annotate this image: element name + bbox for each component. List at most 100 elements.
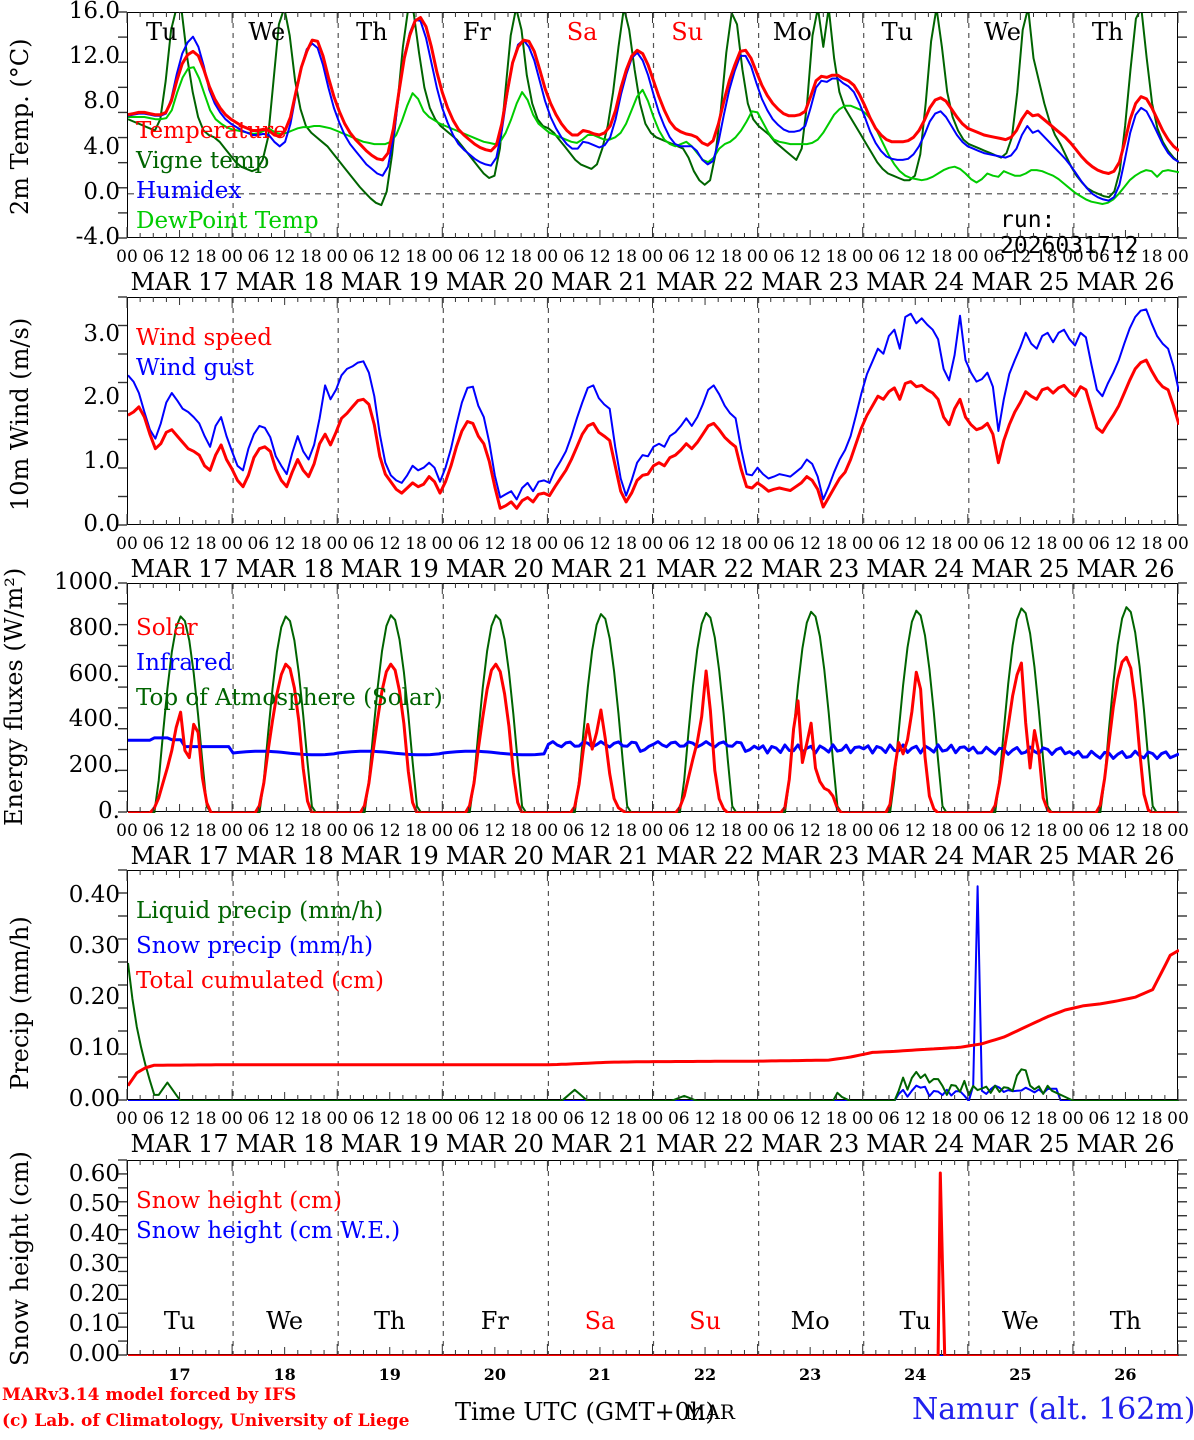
hour-tick-label: 12 bbox=[904, 1109, 927, 1129]
hour-tick-label: 12 bbox=[799, 247, 821, 267]
hour-tick-label: 12 bbox=[589, 1109, 611, 1129]
y-axis-label: Snow height (cm) bbox=[6, 1150, 34, 1366]
hour-tick-label: 06 bbox=[878, 534, 900, 554]
hour-tick-label: 00 bbox=[851, 247, 874, 267]
hour-tick-label: 06 bbox=[773, 247, 795, 267]
y-tick-label: 3.0 bbox=[83, 321, 120, 347]
hour-tick-label: 06 bbox=[247, 1109, 270, 1129]
hour-tick-label: 00 bbox=[641, 534, 664, 554]
hour-tick-label: 00 bbox=[956, 821, 979, 841]
hour-tick-label: 12 bbox=[378, 1109, 401, 1129]
hour-tick-label: 00 bbox=[956, 247, 979, 267]
y-tick-label: 400. bbox=[68, 706, 120, 733]
hour-tick-label: 00 bbox=[746, 247, 769, 267]
weekday-label: Fr bbox=[462, 18, 492, 46]
hour-tick-label: 12 bbox=[904, 821, 927, 841]
hour-tick-label: 12 bbox=[1114, 534, 1137, 554]
hour-tick-label: 06 bbox=[457, 247, 480, 267]
hour-tick-label: 18 bbox=[825, 1109, 848, 1129]
weekday-label-bottom: Tu bbox=[163, 1307, 196, 1335]
hour-tick-label: 18 bbox=[510, 1109, 532, 1129]
weekday-label-bottom: Mo bbox=[790, 1307, 830, 1335]
hour-tick-label: 12 bbox=[378, 534, 401, 554]
series-line bbox=[128, 358, 1179, 510]
day-number-label: 21 bbox=[588, 1365, 612, 1384]
hour-tick-label: 06 bbox=[247, 534, 270, 554]
date-label: MAR 18 bbox=[235, 268, 334, 296]
date-label: MAR 26 bbox=[1076, 555, 1175, 583]
hour-tick-label: 06 bbox=[667, 247, 690, 267]
hour-tick-label: 18 bbox=[300, 247, 322, 267]
date-label: MAR 25 bbox=[971, 268, 1070, 296]
y-tick-label: 800. bbox=[68, 614, 120, 641]
hour-tick-label: 12 bbox=[1114, 821, 1137, 841]
hour-tick-label: 00 bbox=[326, 1109, 348, 1129]
legend-humidex: Humidex bbox=[136, 178, 242, 204]
date-label: MAR 17 bbox=[130, 1130, 229, 1158]
series-line bbox=[128, 308, 1179, 501]
hour-tick-label: 12 bbox=[484, 534, 506, 554]
y-axis-label: Energy fluxes (W/m²) bbox=[0, 567, 28, 826]
snow-height-plot bbox=[127, 1160, 1179, 1356]
hour-tick-label: 06 bbox=[773, 1109, 795, 1129]
weekday-label: Th bbox=[356, 18, 388, 46]
date-label: MAR 21 bbox=[550, 842, 650, 870]
hour-tick-label: 00 bbox=[431, 1109, 454, 1129]
y-tick-label: 0.60 bbox=[68, 1161, 120, 1187]
hour-tick-label: 00 bbox=[326, 821, 348, 841]
y-tick-label: 0.30 bbox=[68, 932, 120, 959]
y-tick-label: 200. bbox=[68, 752, 120, 779]
run-label: run: 2026031712 bbox=[1000, 207, 1139, 259]
hour-tick-label: 18 bbox=[825, 247, 848, 267]
weekday-label-bottom: Sa bbox=[584, 1307, 616, 1335]
hour-tick-label: 00 bbox=[326, 534, 348, 554]
hour-tick-label: 06 bbox=[1088, 821, 1110, 841]
hour-tick-label: 12 bbox=[589, 247, 611, 267]
series-line bbox=[128, 16, 1179, 175]
hour-tick-label: 18 bbox=[615, 821, 638, 841]
y-tick-label: 0.50 bbox=[68, 1191, 120, 1217]
hour-tick-label: 12 bbox=[378, 247, 401, 267]
hour-tick-label: 00 bbox=[536, 1109, 559, 1129]
hour-tick-label: 06 bbox=[457, 1109, 480, 1129]
date-label: MAR 24 bbox=[866, 268, 965, 296]
hour-tick-label: 12 bbox=[484, 821, 506, 841]
hour-tick-label: 18 bbox=[510, 247, 532, 267]
day-number-label: 18 bbox=[273, 1365, 296, 1384]
hour-tick-label: 18 bbox=[1140, 1109, 1163, 1129]
date-label: MAR 17 bbox=[130, 842, 229, 870]
hour-tick-label: 06 bbox=[562, 1109, 585, 1129]
date-label: MAR 22 bbox=[655, 1130, 755, 1158]
hour-tick-label: 12 bbox=[694, 821, 716, 841]
hour-tick-label: 06 bbox=[142, 247, 165, 267]
footer-copyright: (c) Lab. of Climatology, University of L… bbox=[2, 1411, 410, 1431]
hour-tick-label: 12 bbox=[273, 534, 296, 554]
x-axis-title-month: MAR bbox=[685, 1400, 735, 1424]
hour-tick-label: 18 bbox=[930, 1109, 953, 1129]
date-label: MAR 20 bbox=[445, 268, 544, 296]
hour-tick-label: 06 bbox=[1088, 247, 1110, 267]
date-label: MAR 20 bbox=[445, 1130, 544, 1158]
y-tick-label: 0.0 bbox=[83, 178, 120, 205]
y-tick-label: 0.00 bbox=[68, 1086, 120, 1112]
hour-tick-label: 00 bbox=[746, 1109, 769, 1129]
hour-tick-label: 12 bbox=[589, 534, 611, 554]
y-tick-label: 8.0 bbox=[83, 88, 120, 115]
hour-tick-label: 18 bbox=[720, 247, 743, 267]
y-tick-label: 0.20 bbox=[68, 1281, 120, 1307]
date-label: MAR 22 bbox=[655, 268, 755, 296]
weekday-label-bottom: Th bbox=[374, 1307, 406, 1335]
legend-vigne-temp: Vigne temp bbox=[136, 148, 270, 174]
legend-solar: Solar bbox=[136, 615, 198, 641]
date-label: MAR 18 bbox=[235, 555, 334, 583]
y-tick-label: -4.0 bbox=[75, 224, 120, 250]
hour-tick-label: 00 bbox=[956, 534, 979, 554]
legend-temperature: Temperature bbox=[136, 118, 287, 144]
hour-tick-label: 00 bbox=[1167, 534, 1189, 554]
series-line bbox=[128, 655, 1179, 813]
weekday-label: Su bbox=[671, 18, 704, 46]
hour-tick-label: 12 bbox=[168, 1109, 191, 1129]
hour-tick-label: 12 bbox=[1009, 1109, 1032, 1129]
date-label: MAR 23 bbox=[761, 268, 860, 296]
series-line bbox=[128, 13, 1179, 207]
